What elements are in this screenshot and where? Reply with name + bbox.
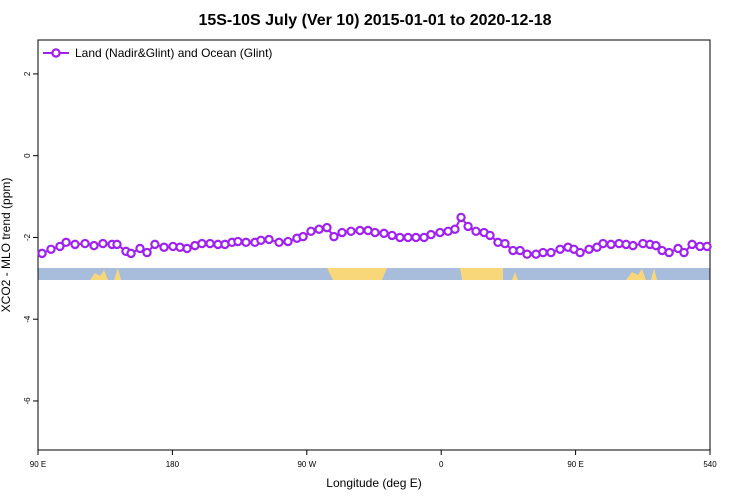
point — [283, 236, 293, 247]
land-region — [90, 268, 121, 280]
point — [664, 247, 674, 258]
point — [522, 249, 532, 259]
legend-label: Land (Nadir&Glint) and Ocean (Glint) — [75, 46, 272, 60]
point — [673, 243, 683, 254]
point — [463, 221, 473, 232]
point — [329, 231, 339, 242]
point — [403, 232, 413, 243]
point — [37, 248, 47, 259]
y-tick-label: -6 — [23, 397, 32, 405]
x-tick-label: 90 E — [30, 460, 46, 469]
point — [233, 236, 243, 247]
point — [298, 231, 308, 242]
y-axis-label: XCO2 - MLO trend (ppm) — [0, 178, 13, 313]
point — [306, 226, 316, 237]
point — [159, 242, 169, 252]
point — [546, 247, 556, 258]
x-tick-label: 180 — [166, 460, 180, 469]
point — [435, 227, 445, 238]
point — [355, 225, 365, 236]
point — [197, 238, 207, 249]
x-axis-label: Longitude (deg E) — [326, 476, 421, 490]
point — [450, 224, 460, 234]
point — [274, 237, 284, 248]
land-region — [512, 268, 657, 280]
point — [70, 239, 80, 250]
point — [61, 237, 71, 248]
x-tick-label: 540 — [703, 460, 717, 469]
point — [112, 239, 122, 250]
point — [500, 238, 510, 249]
point — [150, 239, 160, 250]
point — [387, 230, 397, 241]
point — [395, 232, 405, 243]
point — [46, 244, 56, 254]
point — [370, 227, 380, 238]
point — [651, 240, 661, 251]
land-mask — [38, 268, 710, 280]
x-tick-label: 0 — [439, 460, 444, 469]
x-tick-label: 90 E — [567, 460, 583, 469]
point — [256, 235, 266, 245]
point — [456, 212, 466, 223]
point — [584, 244, 594, 254]
point — [182, 243, 192, 254]
y-tick-label: -4 — [23, 315, 32, 323]
point — [264, 234, 274, 245]
point — [702, 241, 712, 252]
point — [80, 238, 90, 249]
point — [555, 244, 565, 254]
point — [322, 222, 332, 233]
point — [471, 226, 481, 237]
point — [426, 229, 436, 240]
point — [538, 247, 548, 258]
legend-marker — [51, 48, 61, 58]
point — [687, 239, 697, 250]
land-region — [327, 268, 387, 280]
point — [337, 227, 347, 238]
point — [205, 238, 215, 249]
point — [89, 240, 99, 251]
y-tick-label: -2 — [23, 233, 32, 241]
point — [606, 239, 616, 250]
point — [628, 240, 638, 251]
point — [598, 238, 608, 249]
point — [485, 230, 495, 241]
point — [575, 247, 585, 258]
y-tick-label: 0 — [23, 153, 32, 158]
chart-title: 15S-10S July (Ver 10) 2015-01-01 to 2020… — [198, 12, 551, 29]
point — [411, 232, 421, 243]
point — [135, 243, 145, 254]
land-region — [460, 268, 503, 280]
point — [346, 226, 356, 237]
point — [679, 247, 689, 258]
point — [55, 241, 65, 252]
x-tick-label: 90 W — [297, 460, 316, 469]
point — [314, 224, 324, 234]
point — [98, 238, 108, 249]
point — [142, 247, 152, 258]
point — [515, 245, 525, 256]
point — [379, 228, 389, 239]
y-tick-label: 2 — [23, 71, 32, 76]
point — [126, 248, 136, 259]
point — [241, 237, 251, 248]
